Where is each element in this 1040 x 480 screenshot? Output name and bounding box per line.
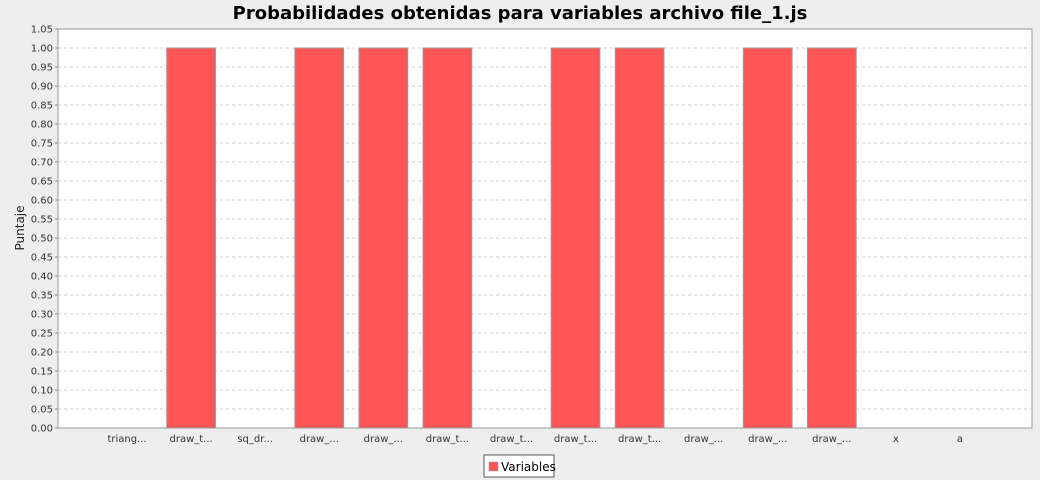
bar [294, 47, 345, 429]
y-tick-label: 0.65 [31, 177, 53, 188]
y-tick-label: 0.50 [31, 234, 53, 245]
y-tick-label: 0.75 [31, 139, 53, 150]
bar [742, 47, 793, 429]
y-tick-label: 0.20 [31, 348, 53, 359]
y-tick-label: 1.05 [31, 25, 53, 36]
gridlines [58, 47, 1032, 410]
bar [422, 47, 473, 429]
legend-swatch [488, 461, 499, 472]
y-tick-label: 0.55 [31, 215, 53, 226]
bar [806, 47, 857, 429]
x-category-label: draw_... [812, 434, 851, 445]
y-tick-label: 0.60 [31, 196, 53, 207]
x-category-label: draw_... [300, 434, 339, 445]
legend-box [483, 454, 555, 478]
y-axis-title: Puntaje [13, 205, 27, 250]
x-category-label: x [893, 434, 899, 445]
x-category-label: a [957, 434, 963, 445]
x-category-label: draw_t... [554, 434, 597, 445]
y-axis-ticks: 0.00 0.05 0.10 0.15 0.20 0.25 0.30 0.35 0.40 0.45… [31, 25, 58, 435]
x-category-label: draw_t... [618, 434, 661, 445]
y-tick-label: 0.80 [31, 120, 53, 131]
bars [166, 47, 857, 429]
y-tick-label: 0.85 [31, 101, 53, 112]
y-tick-label: 1.00 [31, 44, 53, 55]
x-category-label: draw_... [364, 434, 403, 445]
x-category-label: draw_t... [426, 434, 469, 445]
y-tick-label: 0.35 [31, 291, 53, 302]
y-tick-label: 0.30 [31, 310, 53, 321]
y-tick-label: 0.00 [31, 424, 53, 435]
bar [614, 47, 665, 429]
bar [550, 47, 601, 429]
y-tick-label: 0.90 [31, 82, 53, 93]
x-category-label: triang... [107, 434, 146, 445]
legend-label: Variables [501, 460, 556, 474]
legend: Variables [483, 454, 556, 478]
y-tick-label: 0.70 [31, 158, 53, 169]
chart-title: Probabilidades obtenidas para variables … [233, 3, 808, 24]
x-category-label: draw_... [748, 434, 787, 445]
y-tick-label: 0.95 [31, 63, 53, 74]
y-tick-label: 0.40 [31, 272, 53, 283]
bar [358, 47, 409, 429]
y-tick-label: 0.15 [31, 367, 53, 378]
x-axis-categories: triang... draw_t... sq_dr... draw_... draw_.… [107, 434, 963, 445]
y-tick-label: 0.45 [31, 253, 53, 264]
y-tick-label: 0.10 [31, 386, 53, 397]
x-category-label: draw_... [684, 434, 723, 445]
plot-area [57, 28, 1033, 429]
bar [166, 47, 216, 429]
y-tick-label: 0.05 [31, 405, 53, 416]
y-tick-label: 0.25 [31, 329, 53, 340]
x-category-label: draw_t... [169, 434, 212, 445]
x-category-label: sq_dr... [237, 434, 273, 445]
x-category-label: draw_t... [490, 434, 533, 445]
